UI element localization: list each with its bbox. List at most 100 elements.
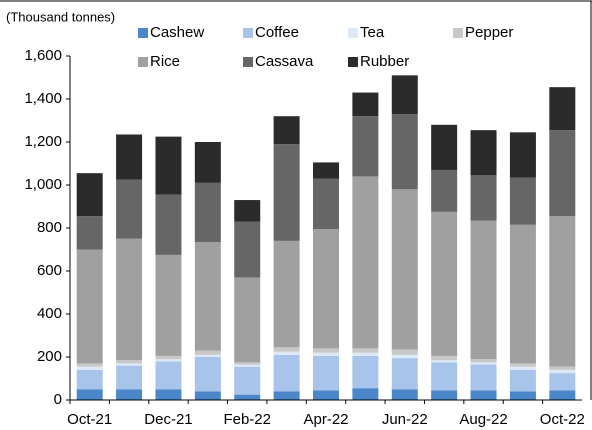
bar-segment — [431, 390, 458, 400]
bar-segment — [76, 216, 103, 250]
bar-segment — [76, 366, 103, 370]
bar-segment — [116, 134, 143, 180]
bar-segment — [313, 355, 339, 391]
x-tick-label: Oct-21 — [67, 411, 112, 428]
bar-segment — [431, 355, 458, 361]
legend-swatch — [453, 28, 463, 38]
bar-segment — [116, 389, 143, 400]
bar-segment — [470, 359, 497, 363]
bar-segment — [509, 132, 536, 178]
bar-segment — [194, 391, 221, 400]
y-tick-label: 1,400 — [24, 90, 62, 107]
bar-segment — [431, 169, 458, 212]
bar-segment — [313, 348, 339, 353]
bar-segment — [234, 277, 261, 363]
bar-segment — [273, 391, 300, 400]
x-tick-label: Jun-22 — [382, 411, 428, 428]
bar-segment — [155, 389, 182, 400]
bar-segment — [431, 211, 458, 356]
bar-segment — [470, 362, 497, 365]
bar-segment — [549, 373, 576, 391]
bar-segment — [352, 355, 379, 389]
bar-segment — [273, 354, 300, 392]
bar-segment — [352, 352, 379, 356]
bar-segment — [352, 388, 379, 400]
bar-segment — [549, 366, 576, 370]
x-tick-label: Dec-21 — [144, 411, 192, 428]
bar-segment — [549, 369, 576, 374]
y-axis-label: (Thousand tonnes) — [6, 9, 115, 24]
legend-label: Rubber — [360, 53, 409, 70]
bar-segment — [391, 349, 418, 355]
bar-segment — [470, 220, 497, 360]
bar-segment — [273, 144, 300, 241]
legend-swatch — [138, 57, 148, 67]
bar-segment — [431, 362, 458, 391]
bar-segment — [470, 175, 497, 221]
bar-segment — [234, 221, 261, 278]
bar-segment — [155, 194, 182, 255]
bar-segment — [509, 391, 536, 400]
bar-segment — [116, 360, 143, 364]
bar-segment — [155, 359, 182, 362]
legend-label: Cassava — [255, 53, 314, 70]
y-tick-label: 800 — [37, 219, 62, 236]
bar-segment — [194, 142, 221, 183]
bar-segment — [549, 216, 576, 367]
bar-segment — [116, 363, 143, 366]
x-tick-label: Aug-22 — [459, 411, 507, 428]
bar-segment — [313, 162, 339, 179]
bar-segment — [549, 390, 576, 400]
legend-label: Rice — [150, 53, 180, 70]
bar-segment — [155, 361, 182, 390]
legend-label: Coffee — [255, 24, 299, 41]
legend-swatch — [243, 57, 253, 67]
bar-segment — [194, 241, 221, 351]
bar-segment — [313, 390, 339, 400]
legend-label: Cashew — [150, 24, 204, 41]
bar-segment — [194, 182, 221, 242]
bar-segment — [470, 364, 497, 391]
legend-swatch — [348, 57, 358, 67]
bar-segment — [116, 179, 143, 239]
bar-segment — [234, 394, 261, 400]
legend-swatch — [243, 28, 253, 38]
x-tick-label: Apr-22 — [303, 411, 348, 428]
bar-segment — [549, 130, 576, 217]
bar-segment — [509, 177, 536, 225]
bar-segment — [234, 200, 261, 222]
legend-swatch — [348, 28, 358, 38]
bar-segment — [194, 357, 221, 392]
bar-segment — [313, 178, 339, 230]
bar-segment — [273, 351, 300, 355]
bar-segment — [234, 364, 261, 367]
bar-segment — [509, 369, 536, 392]
bar-segment — [313, 352, 339, 356]
bar-segment — [116, 365, 143, 390]
x-tick-label: Feb-22 — [223, 411, 271, 428]
bar-segment — [155, 355, 182, 360]
bar-segment — [76, 369, 103, 390]
bar-segment — [391, 358, 418, 390]
bar-segment — [273, 116, 300, 145]
bar-segment — [155, 136, 182, 195]
bar-segment — [509, 366, 536, 370]
bar-segment — [234, 366, 261, 395]
bar-segment — [391, 75, 418, 115]
bar-segment — [76, 363, 103, 367]
bar-segment — [431, 360, 458, 363]
y-tick-label: 200 — [37, 348, 62, 365]
bar-segment — [391, 354, 418, 359]
bar-segment — [313, 229, 339, 349]
bar-segment — [352, 116, 379, 177]
y-tick-label: 1,200 — [24, 133, 62, 150]
bar-segment — [549, 87, 576, 131]
bar-segment — [76, 173, 103, 217]
bar-segment — [431, 124, 458, 170]
bar-segment — [352, 176, 379, 349]
bar-segment — [391, 189, 418, 350]
bar-segment — [391, 114, 418, 190]
bar-segment — [352, 348, 379, 353]
